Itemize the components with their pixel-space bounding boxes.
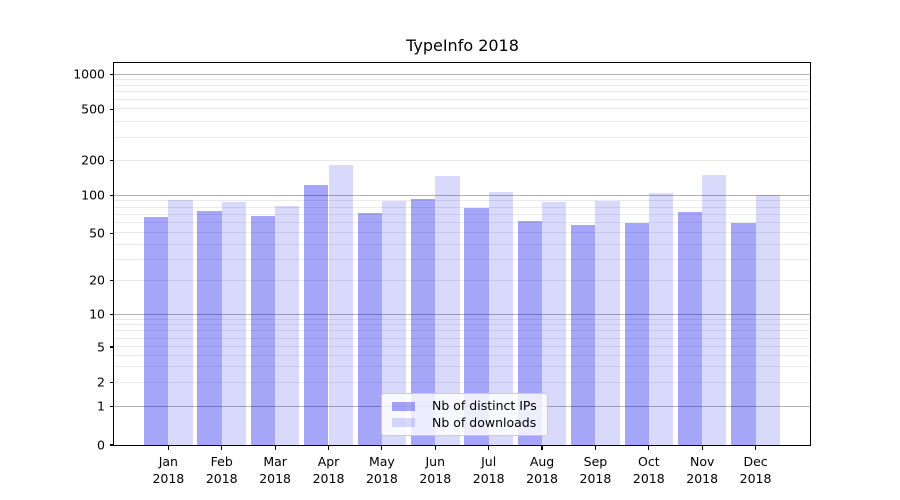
bar-distinct-ips (357, 213, 382, 445)
y-tick-label: 10 (89, 306, 105, 322)
x-tick-year: 2018 (419, 471, 452, 486)
legend-item: Nb of distinct IPs (388, 398, 541, 413)
y-tick-mark (109, 73, 114, 75)
x-tick-month: Sep (583, 454, 608, 469)
x-tick-year: 2018 (686, 471, 719, 486)
x-tick-month: Jun (425, 454, 446, 469)
x-tick-label: Apr 2018 (313, 453, 345, 487)
x-tick-year: 2018 (632, 471, 665, 486)
x-tick-mark (167, 445, 169, 450)
axis-ticks-layer: 0 1 2 5 10 20 50 100 200 500 1000 Jan 2018 Feb 2018 Mar… (73, 63, 810, 486)
x-tick-label: Mar 2018 (259, 453, 291, 487)
y-tick-label: 500 (81, 101, 105, 117)
x-tick-month: Apr (317, 454, 340, 469)
x-tick-year: 2018 (579, 471, 612, 486)
y-tick-label: 0 (97, 436, 105, 452)
x-tick-month: May (368, 454, 395, 469)
bar-downloads (595, 201, 620, 445)
x-tick-year: 2018 (259, 471, 292, 486)
bar-distinct-ips (624, 223, 649, 445)
bar-distinct-ips (144, 217, 169, 445)
y-tick-mark (109, 108, 114, 110)
x-tick-year: 2018 (205, 471, 238, 486)
bar-distinct-ips (197, 211, 222, 445)
bar-downloads (648, 192, 674, 445)
x-tick-mark (701, 445, 703, 450)
bar-downloads (221, 201, 246, 445)
bar-downloads (168, 199, 193, 445)
y-tick-label: 200 (81, 152, 105, 168)
x-tick-label: Jul 2018 (473, 453, 505, 487)
x-tick-label: May 2018 (366, 453, 398, 487)
legend-item: Nb of downloads (388, 414, 541, 430)
x-tick-label: Oct 2018 (633, 453, 665, 487)
bar-distinct-ips (731, 223, 756, 445)
x-tick-month: Feb (210, 454, 233, 469)
x-tick-label: Sep 2018 (580, 453, 612, 487)
bar-distinct-ips (250, 215, 276, 445)
bar-downloads (328, 164, 353, 445)
legend-swatch-downloads (392, 418, 415, 428)
y-tick-label: 2 (97, 374, 105, 390)
x-tick-year: 2018 (312, 471, 345, 486)
x-tick-month: Jul (481, 454, 497, 469)
x-tick-label: Feb 2018 (206, 453, 238, 487)
x-tick-month: Dec (743, 454, 768, 469)
x-tick-mark (594, 445, 596, 450)
x-tick-mark (541, 445, 543, 450)
x-tick-mark (434, 445, 436, 450)
x-tick-label: Aug 2018 (526, 453, 558, 487)
y-tick-mark (109, 314, 114, 316)
x-tick-mark (274, 445, 276, 450)
y-tick-label: 20 (89, 272, 105, 288)
bar-downloads (755, 195, 780, 445)
plot-area: 0 1 2 5 10 20 50 100 200 500 1000 Jan 2018 Feb 2018 Mar… (73, 62, 811, 486)
y-tick-mark (109, 444, 114, 446)
y-tick-mark (109, 159, 114, 162)
y-tick-label: 1 (97, 397, 105, 413)
x-tick-year: 2018 (526, 471, 558, 486)
bar-downloads (275, 206, 300, 445)
x-tick-mark (221, 445, 223, 450)
x-tick-year: 2018 (152, 471, 185, 486)
y-tick-mark (109, 405, 114, 407)
chart-title: TypeInfo 2018 (406, 36, 519, 55)
y-tick-mark (109, 346, 114, 348)
x-tick-mark (327, 445, 330, 450)
y-tick-label: 50 (89, 224, 105, 240)
y-tick-mark (109, 382, 114, 384)
x-tick-month: Oct (637, 454, 660, 469)
y-tick-mark (109, 232, 114, 234)
x-tick-month: Nov (689, 454, 715, 469)
y-tick-label: 5 (97, 338, 105, 354)
y-tick-label: 1000 (73, 65, 105, 81)
y-tick-label: 100 (81, 187, 105, 203)
x-tick-label: Dec 2018 (740, 453, 772, 487)
x-tick-label: Nov 2018 (686, 453, 718, 487)
x-tick-year: 2018 (365, 471, 398, 486)
legend-swatch-distinct-ips (392, 401, 415, 411)
bar-distinct-ips (677, 211, 703, 445)
bar-distinct-ips (304, 185, 329, 445)
x-tick-label: Jan 2018 (152, 453, 184, 487)
x-tick-mark (648, 445, 650, 450)
legend: Nb of distinct IPs Nb of downloads (381, 393, 548, 436)
y-tick-mark (109, 280, 114, 282)
legend-label: Nb of downloads (432, 414, 537, 430)
x-tick-month: Mar (263, 454, 287, 469)
bar-distinct-ips (571, 225, 596, 445)
x-tick-mark (381, 445, 383, 450)
x-tick-month: Aug (529, 454, 555, 469)
x-tick-year: 2018 (739, 471, 772, 486)
x-tick-mark (488, 445, 490, 450)
bar-downloads (702, 175, 727, 445)
y-tick-mark (109, 194, 114, 196)
x-tick-month: Jan (158, 454, 178, 469)
x-tick-label: Jun 2018 (419, 453, 451, 487)
x-tick-mark (754, 445, 757, 450)
x-tick-year: 2018 (472, 471, 505, 486)
legend-label: Nb of distinct IPs (432, 398, 537, 413)
